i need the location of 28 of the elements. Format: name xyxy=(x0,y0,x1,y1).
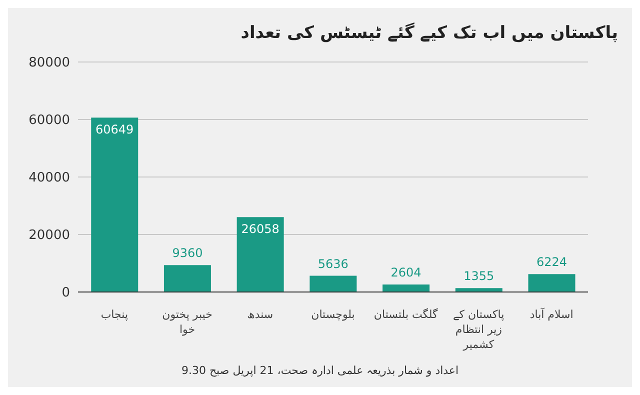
y-tick-label: 60000 xyxy=(28,113,70,128)
bar xyxy=(236,217,284,292)
data-label: 6224 xyxy=(536,255,568,270)
x-tick-label: پاکستان کے زیر انتظام کشمیر xyxy=(453,308,504,351)
data-label: 9360 xyxy=(172,246,203,260)
y-tick-label: 20000 xyxy=(28,228,70,244)
data-label: 60649 xyxy=(96,122,134,137)
x-tick-label: اسلام آباد xyxy=(530,307,574,321)
bar xyxy=(528,274,576,292)
x-tick-label: سندھ xyxy=(247,308,274,321)
bar xyxy=(455,288,502,292)
data-label: 2604 xyxy=(390,266,422,280)
bar xyxy=(310,276,357,292)
data-label: 1355 xyxy=(464,269,494,284)
bar xyxy=(382,284,430,292)
data-label: 26058 xyxy=(241,222,280,236)
x-tick-label: خیبر پختون خوا xyxy=(162,308,212,336)
x-tick-label: گلگت بلتستان xyxy=(374,308,439,321)
bar xyxy=(91,118,138,292)
data-label: 5636 xyxy=(318,256,348,271)
y-tick-label: 40000 xyxy=(28,170,70,186)
text: اعداد و شمار بذریعہ علمی ادارہ صحت، 21 اپریل صبح 9.30 xyxy=(180,364,460,377)
chart-title: پاکستان میں اب تک کیے گئے ٹیسٹس کی تعداد xyxy=(240,22,618,43)
x-tick-label: بلوچستان xyxy=(311,308,355,321)
y-tick-label: 0 xyxy=(62,286,70,301)
x-tick-label: پنجاب xyxy=(100,308,128,321)
bar xyxy=(164,265,211,292)
y-tick-label: 80000 xyxy=(28,56,70,71)
